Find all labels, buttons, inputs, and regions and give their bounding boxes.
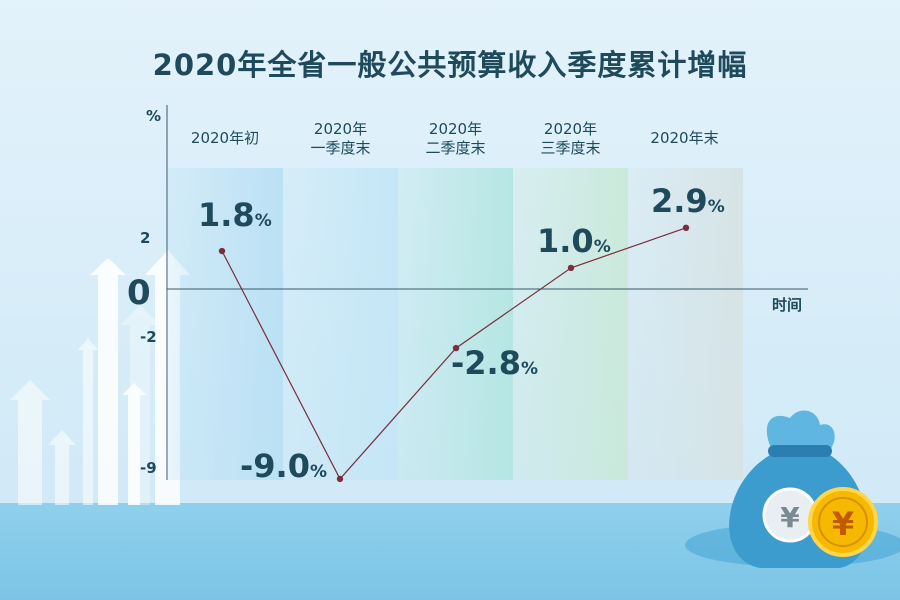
x-tick-label: 二季度末: [425, 139, 485, 157]
data-label-unit: %: [310, 462, 327, 482]
y-tick-label: -9: [140, 459, 157, 477]
data-label-value: -9.0: [240, 447, 310, 485]
data-point: [336, 475, 344, 483]
x-tick-label: 2020年: [429, 120, 482, 138]
category-column: [398, 168, 513, 480]
x-axis-label: 时间: [772, 296, 802, 314]
data-label: 1.0%: [537, 222, 611, 260]
data-point: [567, 264, 575, 272]
data-label: 2.9%: [651, 182, 725, 220]
data-point: [452, 344, 460, 352]
data-label-value: -2.8: [451, 344, 521, 382]
x-tick-label: 一季度末: [310, 139, 370, 157]
x-tick-label: 2020年末: [650, 129, 718, 147]
y-tick-label-zero: 0: [127, 273, 151, 313]
data-label-value: 1.0: [537, 222, 594, 260]
chart-title: 2020年全省一般公共预算收入季度累计增幅: [152, 48, 748, 82]
data-point: [218, 247, 226, 255]
category-column: [283, 168, 398, 480]
y-axis-label: %: [146, 107, 161, 125]
x-tick-label: 2020年: [544, 120, 597, 138]
data-label-value: 2.9: [651, 182, 708, 220]
category-column: [513, 168, 628, 480]
svg-text:¥: ¥: [832, 505, 854, 543]
x-tick-label: 2020年初: [191, 129, 259, 147]
data-label-unit: %: [255, 211, 272, 231]
x-tick-label: 三季度末: [540, 139, 600, 157]
data-label-unit: %: [708, 197, 725, 217]
data-label: -9.0%: [240, 447, 327, 485]
svg-text:¥: ¥: [780, 501, 800, 534]
data-label: 1.8%: [198, 196, 272, 234]
data-point: [682, 224, 690, 232]
data-label-value: 1.8: [198, 196, 255, 234]
category-column: [168, 168, 283, 480]
y-tick-label: 2: [140, 229, 150, 247]
x-tick-label: 2020年: [314, 120, 367, 138]
data-label: -2.8%: [451, 344, 538, 382]
data-label-unit: %: [521, 359, 538, 379]
y-tick-label: -2: [140, 328, 157, 346]
category-column: [628, 168, 743, 480]
data-label-unit: %: [594, 237, 611, 257]
